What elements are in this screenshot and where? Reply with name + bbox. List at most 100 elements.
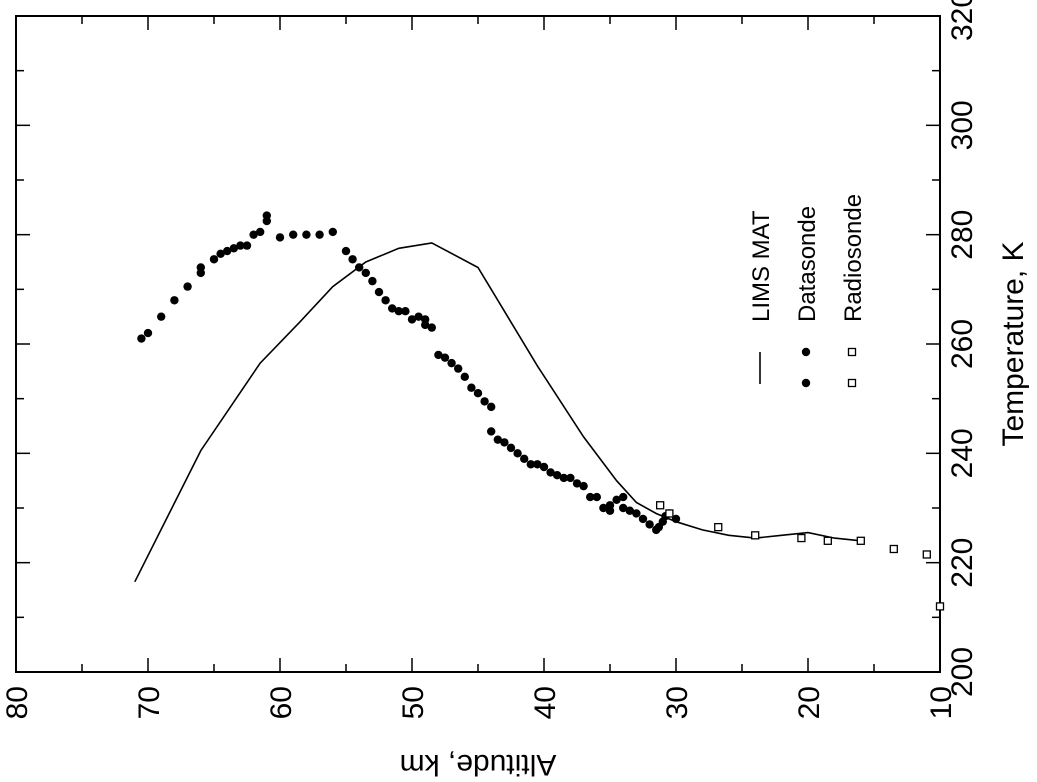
altitude-tick-label: 60: [265, 686, 298, 719]
plot-border: [15, 15, 941, 673]
datasonde-point: [434, 350, 443, 360]
datasonde-point: [275, 233, 285, 242]
altitude-tick-label: 10: [925, 686, 958, 719]
altitude-tick-label: 30: [661, 686, 694, 719]
tick-labels: 200 220 240 260 280 300 320 10 20 30 40 50 60 70 80: [1, 0, 979, 719]
datasonde-point: [236, 241, 245, 250]
datasonde-point: [262, 211, 271, 220]
datasonde-point: [414, 312, 423, 321]
datasonde-point: [421, 320, 430, 330]
datasonde-point: [612, 495, 621, 504]
altitude-tick-label: 40: [529, 686, 562, 719]
datasonde-point: [361, 268, 370, 278]
datasonde-point: [632, 509, 641, 518]
y-axis-title: Altitude, km: [400, 748, 557, 781]
temperature-tick-label: 320: [946, 0, 979, 41]
lims-mat-line: [134, 242, 861, 583]
datasonde-point: [473, 389, 483, 398]
radiosonde-point: [665, 509, 674, 518]
datasonde-point: [407, 315, 417, 324]
datasonde-point: [638, 514, 648, 524]
datasonde-point: [533, 460, 542, 469]
datasonde-point: [586, 492, 595, 502]
datasonde-point: [487, 427, 496, 436]
datasonde-point: [427, 323, 436, 332]
temperature-tick-label: 300: [946, 100, 979, 150]
datasonde-point: [605, 501, 615, 510]
temperature-tick-label: 280: [946, 210, 979, 260]
datasonde-point: [572, 479, 582, 488]
datasonde-point: [493, 435, 502, 444]
datasonde-point: [209, 255, 219, 264]
datasonde-point: [196, 263, 205, 272]
legend-datasonde-marker: [801, 347, 811, 357]
altitude-tick-label: 80: [1, 686, 34, 719]
altitude-tick-label: 20: [793, 686, 826, 719]
altitude-tick-label: 70: [133, 686, 166, 719]
datasonde-point: [341, 246, 351, 256]
datasonde-point: [394, 307, 403, 316]
radiosonde-point: [922, 550, 931, 559]
temperature-tick-label: 220: [946, 538, 979, 588]
radiosonde-point: [856, 536, 865, 545]
datasonde-point: [592, 492, 601, 502]
plot-frame: [15, 15, 941, 673]
legend-radiosonde-marker: [847, 378, 857, 388]
datasonde-point: [157, 312, 166, 321]
datasonde-point: [229, 244, 238, 253]
temperature-tick-label: 200: [946, 647, 979, 697]
radiosonde-point: [714, 522, 723, 532]
legend-label: LIMS MAT: [748, 210, 775, 322]
datasonde-point: [143, 328, 153, 338]
datasonde-point: [513, 449, 522, 458]
datasonde-point: [566, 473, 575, 483]
datasonde-point: [368, 276, 377, 286]
datasonde-point: [183, 282, 192, 291]
series-layer: [134, 211, 945, 611]
datasonde-point: [315, 230, 324, 239]
altitude-tick-label: 50: [397, 686, 430, 719]
datasonde-point: [619, 503, 628, 513]
radiosonde-point: [823, 536, 832, 545]
x-axis-title: Temperature, K: [997, 241, 1030, 446]
datasonde-point: [348, 255, 357, 264]
axis-titles: Temperature, K Altitude, km: [400, 241, 1030, 781]
radiosonde-point: [935, 602, 945, 611]
datasonde-point: [454, 364, 463, 373]
datasonde-point: [223, 246, 232, 256]
datasonde-point: [553, 471, 562, 480]
datasonde-point: [520, 454, 529, 463]
legend-label: Datasonde: [794, 206, 821, 322]
datasonde-point: [480, 397, 489, 406]
legend: LIMS MAT Datasonde Radiosonde: [748, 194, 867, 388]
datasonde-point: [289, 230, 298, 239]
datasonde-point: [487, 402, 496, 412]
datasonde-point: [506, 443, 516, 453]
datasonde-point: [401, 307, 410, 316]
radiosonde-point: [751, 531, 760, 540]
datasonde-point: [249, 230, 258, 239]
datasonde-point: [559, 473, 568, 483]
legend-datasonde-marker: [801, 378, 811, 388]
datasonde-point: [460, 372, 469, 381]
radiosonde-point: [889, 544, 898, 554]
legend-label: Radiosonde: [840, 194, 867, 322]
datasonde-point: [645, 520, 654, 529]
datasonde-point: [242, 241, 252, 250]
datasonde-point: [381, 296, 390, 305]
datasonde-point: [671, 514, 681, 524]
datasonde-point: [447, 358, 456, 368]
datasonde-point: [256, 227, 265, 237]
datasonde-point: [328, 227, 337, 237]
temperature-tick-label: 240: [946, 428, 979, 478]
datasonde-point: [137, 334, 146, 343]
datasonde-point: [619, 492, 628, 502]
datasonde-point: [546, 468, 555, 477]
tick-marks: [15, 15, 941, 673]
datasonde-point: [599, 503, 608, 513]
datasonde-point: [388, 304, 397, 313]
legend-radiosonde-marker: [847, 347, 857, 357]
datasonde-point: [579, 481, 588, 491]
radiosonde-point: [797, 533, 806, 543]
